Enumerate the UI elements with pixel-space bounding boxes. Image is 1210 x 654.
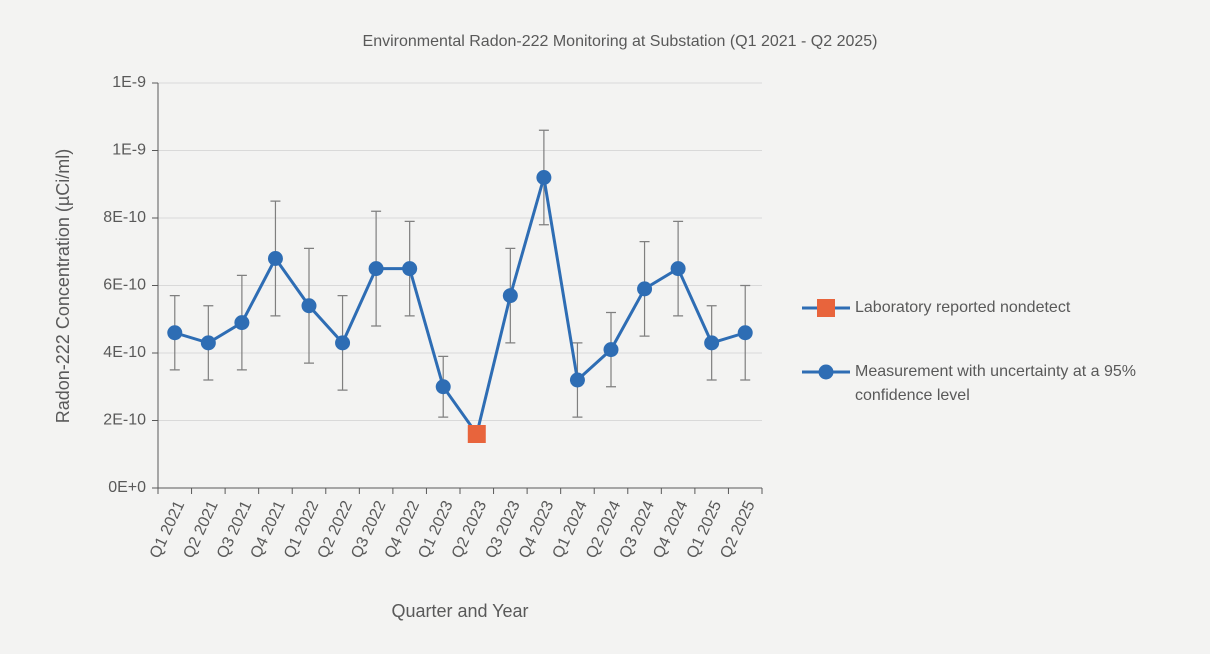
marker [670, 261, 686, 277]
marker [737, 325, 753, 341]
marker [167, 325, 183, 341]
y-tick-label: 1E-9 [112, 74, 146, 91]
marker [435, 379, 451, 395]
legend-label: Measurement with uncertainty at a 95% co… [855, 363, 1137, 404]
y-axis-title: Radon-222 Concentration (µCi/ml) [53, 149, 73, 424]
y-tick-label: 8E-10 [103, 209, 146, 226]
marker [704, 335, 720, 351]
legend-item: Measurement with uncertainty at a 95% co… [800, 360, 1200, 408]
legend-marker [818, 364, 834, 380]
marker [569, 372, 585, 388]
y-tick-label: 2E-10 [103, 412, 146, 429]
legend-key [802, 299, 850, 317]
marker [402, 261, 418, 277]
marker [603, 342, 619, 358]
legend-marker [817, 299, 835, 317]
marker [234, 315, 250, 331]
marker [301, 298, 317, 314]
legend-key [802, 364, 850, 380]
marker [502, 288, 518, 304]
line [174, 177, 746, 438]
legend-label: Laboratory reported nondetect [855, 299, 1071, 316]
x-axis-title: Quarter and Year [391, 601, 528, 621]
marker [467, 425, 486, 443]
marker [637, 281, 653, 297]
marker [368, 261, 384, 277]
chart-title: Environmental Radon-222 Monitoring at Su… [363, 33, 878, 50]
marker [335, 335, 351, 351]
legend-item: Laboratory reported nondetect [800, 296, 1200, 320]
marker [200, 335, 216, 351]
marker [536, 170, 552, 185]
y-tick-label: 0E+0 [108, 479, 146, 496]
y-tick-label: 6E-10 [103, 277, 146, 294]
y-tick-label: 1E-9 [112, 142, 146, 159]
y-tick-label: 4E-10 [103, 344, 146, 361]
marker [267, 251, 283, 266]
